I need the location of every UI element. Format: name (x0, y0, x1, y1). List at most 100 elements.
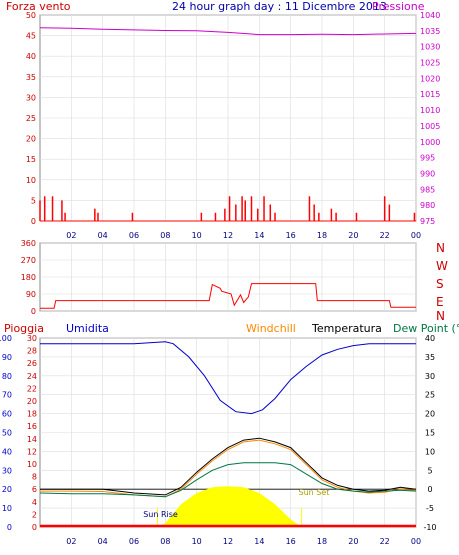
sunset-label: Sun Set (299, 488, 330, 497)
dir-letter-3: S (436, 277, 444, 291)
windchill-legend: Windchill (246, 322, 296, 335)
dir-letter-4: E (436, 295, 444, 309)
humidity-tick-label: 0 (7, 523, 12, 532)
rain-tick-label: 4 (32, 498, 37, 507)
humidity-tick-label: 40 (2, 447, 12, 456)
humidity-tick-label: 50 (2, 429, 12, 438)
humidity-tick-label: 10 (2, 504, 12, 513)
pressure-tick-label: 1025 (420, 59, 440, 68)
rain-tick-label: 28 (27, 347, 37, 356)
pressure-tick-label: 980 (420, 201, 435, 210)
pressure-tick-label: 1035 (420, 27, 440, 36)
x-tick-label: 12 (223, 537, 233, 546)
direction-tick-label: 270 (21, 256, 36, 265)
wind-axis-title: Forza vento (6, 0, 71, 13)
temp-tick-label: -5 (426, 504, 434, 513)
dewpoint-legend: Dew Point (°C (393, 322, 459, 335)
temp-tick-label: -10 (423, 523, 436, 532)
chart-title: 24 hour graph day : 11 Dicembre 2013 (172, 0, 387, 13)
x-tick-label: 06 (129, 537, 139, 546)
sun-area (157, 486, 302, 527)
pressure-tick-label: 1020 (420, 74, 440, 83)
dir-letter-1: N (436, 241, 445, 255)
rain-axis-title: Pioggia (4, 322, 44, 335)
x-tick-label: 20 (348, 231, 358, 240)
x-tick-label: 02 (66, 537, 76, 546)
temperature-legend: Temperatura (311, 322, 382, 335)
pressure-line (39, 27, 417, 36)
rain-tick-label: 8 (32, 473, 37, 482)
temp-tick-label: 20 (425, 410, 435, 419)
humidity-tick-label: 100 (0, 334, 12, 343)
temp-tick-label: 15 (425, 429, 435, 438)
sunrise-label: Sun Rise (143, 510, 178, 519)
rain-tick-label: 0 (32, 523, 37, 532)
temp-tick-label: 35 (425, 353, 435, 362)
x-tick-label: 04 (98, 537, 108, 546)
pressure-axis-title: Pressione (372, 0, 425, 13)
rain-tick-label: 26 (27, 359, 37, 368)
x-tick-label: 06 (129, 231, 139, 240)
rain-tick-label: 24 (27, 372, 37, 381)
wind-tick-label: 40 (26, 52, 36, 61)
pressure-tick-label: 1015 (420, 90, 440, 99)
dir-letter-5: N (436, 309, 445, 323)
wind-tick-label: 25 (26, 114, 36, 123)
wind-tick-label: 10 (26, 176, 36, 185)
rain-tick-label: 14 (27, 435, 37, 444)
wind-tick-label: 20 (26, 135, 36, 144)
pressure-tick-label: 995 (420, 154, 435, 163)
temp-tick-label: 0 (427, 485, 432, 494)
x-tick-label: 20 (348, 537, 358, 546)
humidity-tick-label: 60 (2, 410, 12, 419)
wind-tick-label: 30 (26, 93, 36, 102)
x-tick-label: 14 (254, 231, 264, 240)
wind-tick-label: 50 (26, 11, 36, 20)
direction-tick-label: 0 (31, 307, 36, 316)
temperatura-line (40, 437, 417, 496)
pressure-tick-label: 985 (420, 185, 435, 194)
temp-tick-label: 30 (425, 372, 435, 381)
x-tick-label: 10 (192, 231, 202, 240)
temp-tick-label: 10 (425, 447, 435, 456)
x-tick-label: 22 (380, 537, 390, 546)
x-tick-label: 18 (317, 537, 327, 546)
pressure-tick-label: 1010 (420, 106, 440, 115)
humidity-tick-label: 30 (2, 466, 12, 475)
x-tick-label: 16 (286, 537, 296, 546)
x-tick-label: 16 (286, 231, 296, 240)
dew-point-line (39, 462, 417, 498)
x-tick-label: 22 (380, 231, 390, 240)
humidity-tick-label: 90 (2, 353, 12, 362)
dir-letter-2: W (436, 259, 448, 273)
pressure-tick-label: 990 (420, 169, 435, 178)
pressure-tick-label: 1040 (420, 11, 440, 20)
rain-tick-label: 30 (27, 334, 37, 343)
pressure-tick-label: 975 (420, 217, 435, 226)
x-tick-label: 00 (411, 231, 421, 240)
temp-tick-label: 25 (425, 391, 435, 400)
wind-tick-label: 15 (26, 155, 36, 164)
rain-tick-label: 12 (27, 447, 37, 456)
direction-tick-label: 90 (26, 290, 36, 299)
x-tick-label: 12 (223, 231, 233, 240)
wind-direction-line (40, 283, 416, 309)
rain-tick-label: 16 (27, 422, 37, 431)
x-tick-label: 04 (98, 231, 108, 240)
humidity-tick-label: 70 (2, 391, 12, 400)
umidita-line (40, 341, 416, 415)
x-tick-label: 18 (317, 231, 327, 240)
wind-tick-label: 0 (31, 217, 36, 226)
pressure-tick-label: 1000 (420, 138, 440, 147)
temp-tick-label: 5 (427, 466, 432, 475)
wind-tick-label: 45 (26, 32, 36, 41)
pressure-tick-label: 1030 (420, 43, 440, 52)
rain-tick-label: 22 (27, 384, 37, 393)
humidity-tick-label: 20 (2, 485, 12, 494)
rain-tick-label: 20 (27, 397, 37, 406)
temp-tick-label: 40 (425, 334, 435, 343)
wind-direction-letters: N W S E N (436, 241, 448, 323)
wind-tick-label: 5 (31, 196, 36, 205)
rain-tick-label: 18 (27, 410, 37, 419)
